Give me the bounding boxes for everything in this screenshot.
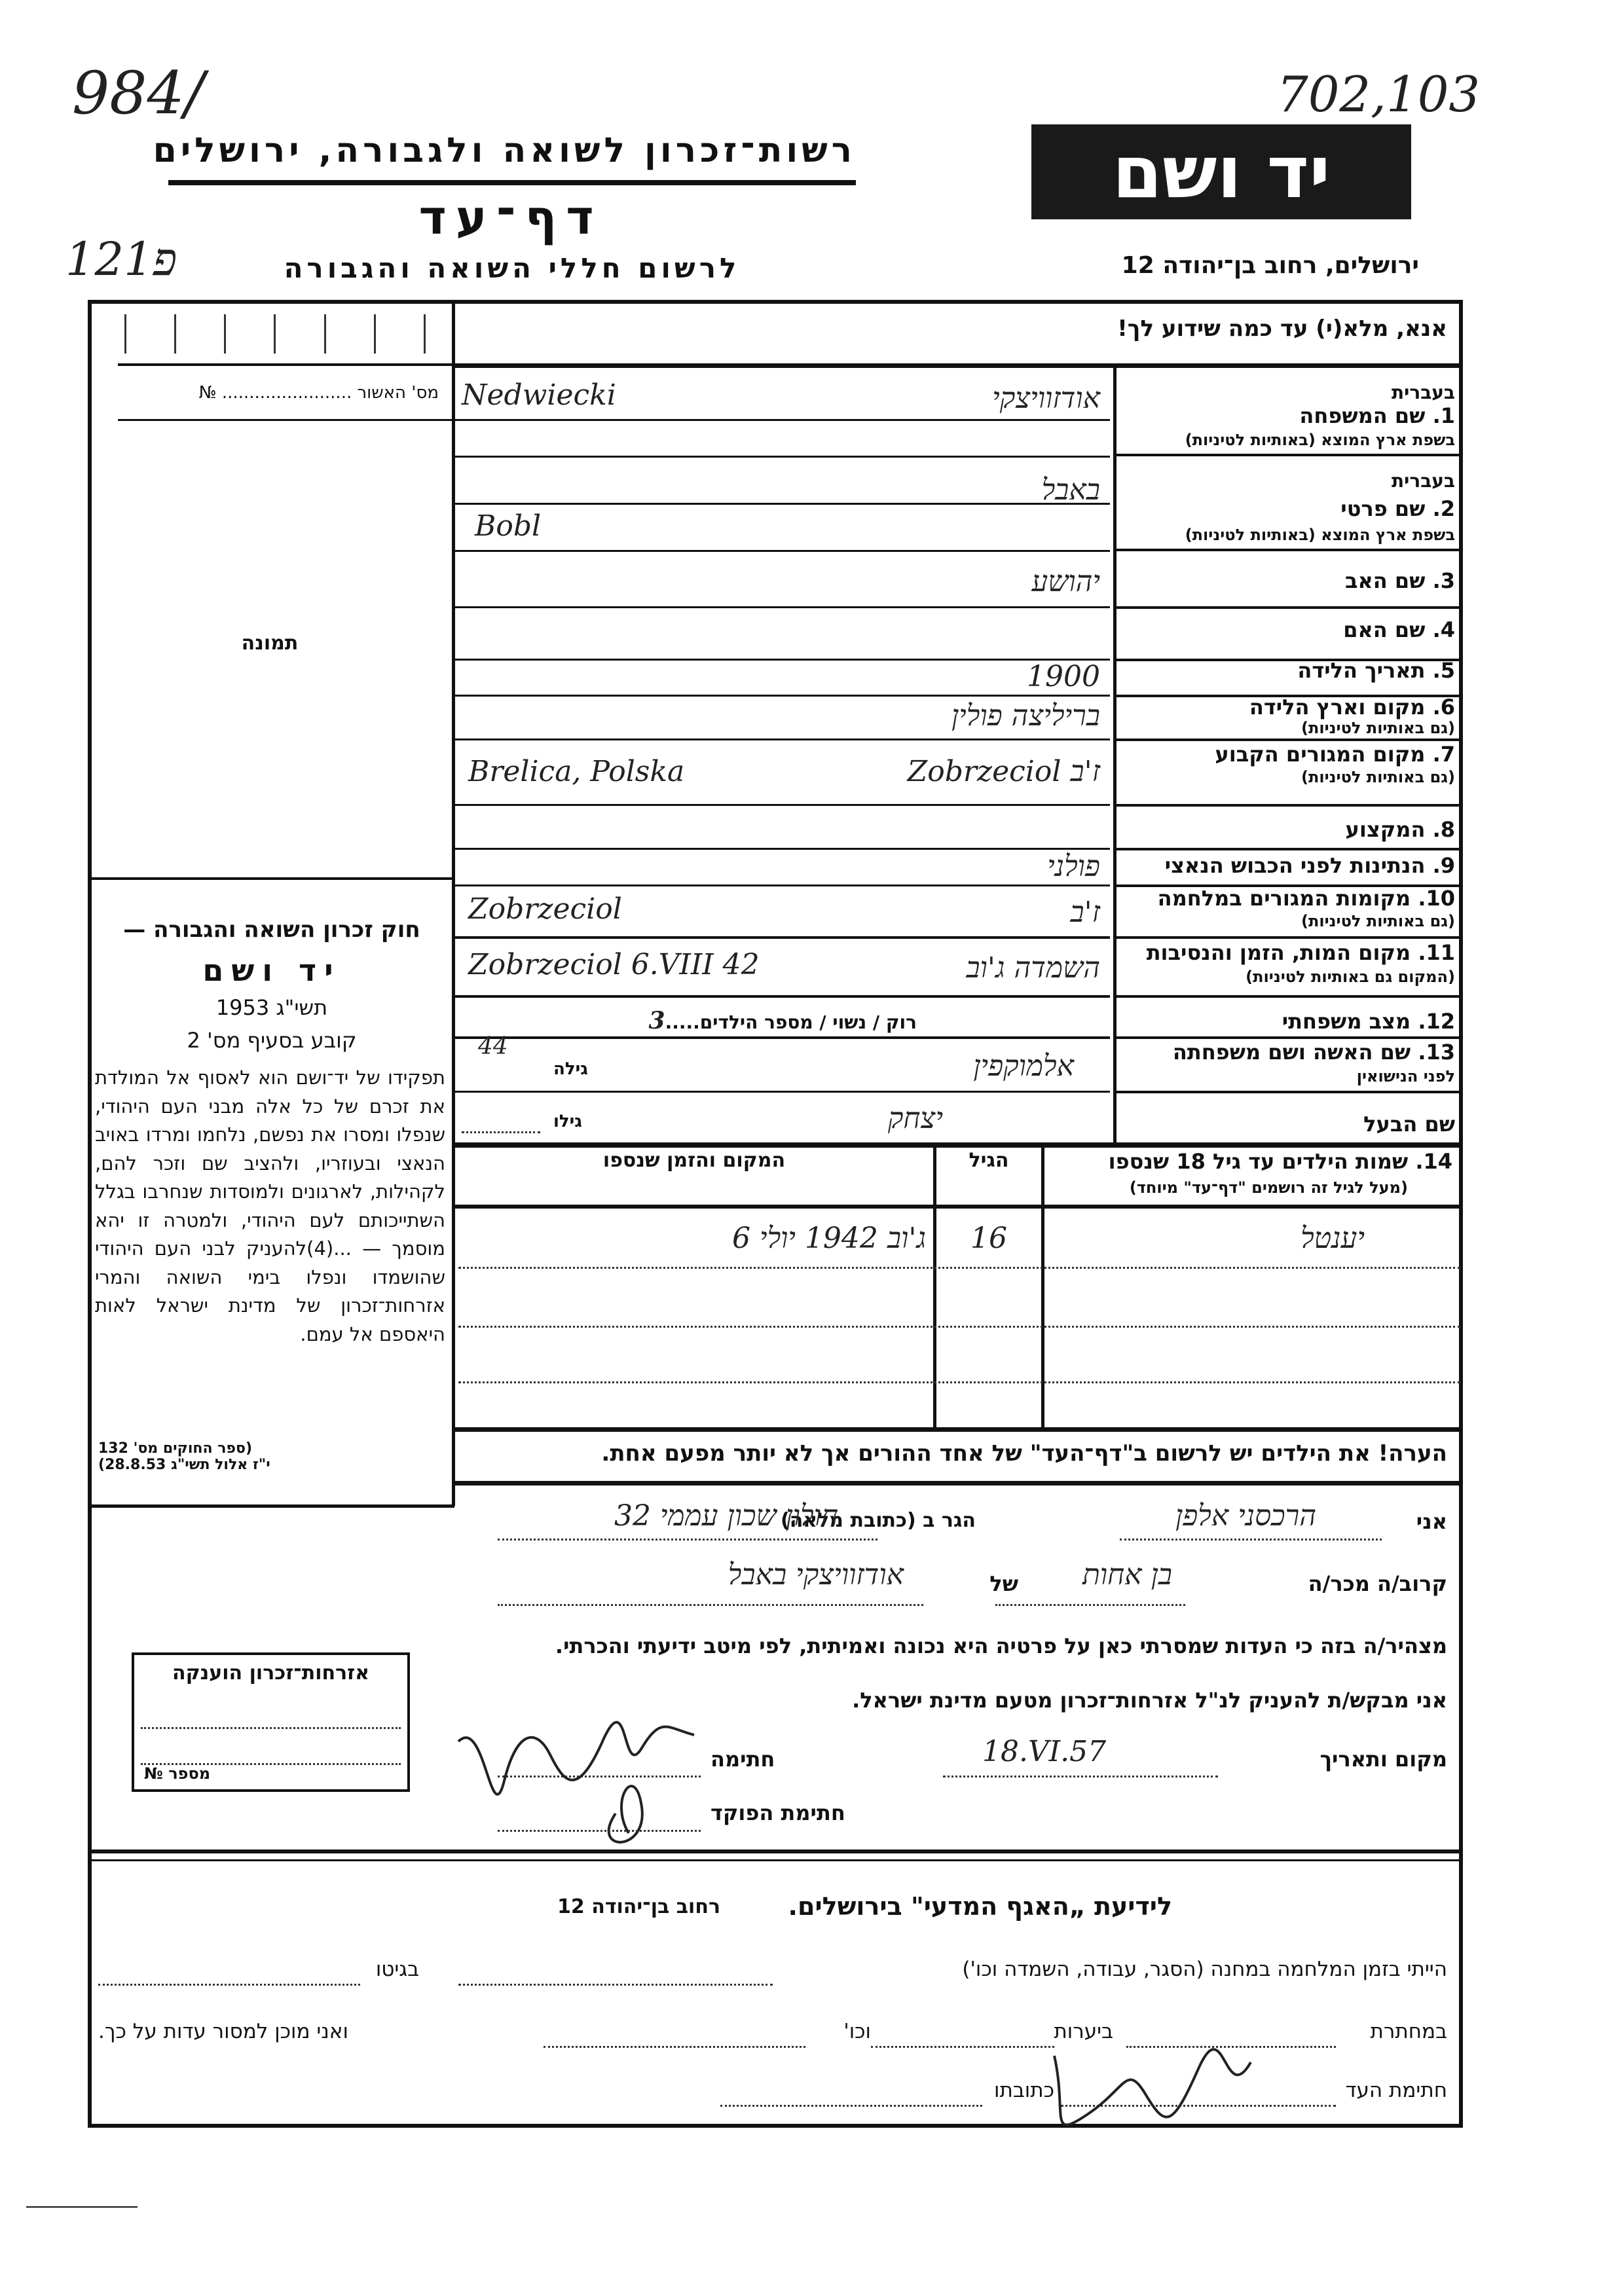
age-header: הגיל bbox=[969, 1149, 1009, 1172]
etc-label: וכו' bbox=[843, 2020, 871, 2043]
residence[interactable]: Zobrzeciol ז'ב bbox=[907, 755, 1100, 788]
law-text: תפקידו של יד־ושם הוא לאסוף אל המולדת את … bbox=[95, 1066, 445, 1345]
value-column: Nedwiecki אודזוויצקי באבל Bobl יהושע 190… bbox=[455, 365, 1113, 1144]
child-place[interactable]: ג'וב 1942 יולי 6 bbox=[732, 1222, 926, 1255]
camp-label: הייתי בזמן המלחמה במחנה (הסגר, עבודה, הש… bbox=[962, 1958, 1447, 1981]
instruction: אנא, מלא(י) עד כמה שידוע לך! bbox=[1117, 316, 1447, 342]
handwritten-annotation: 121פ bbox=[65, 232, 177, 286]
relation[interactable]: בן אחות bbox=[1082, 1558, 1172, 1592]
label-column: בעברית 1. שם המשפחה בשפת ארץ המוצא (באות… bbox=[1113, 365, 1463, 1144]
nationality[interactable]: פולני bbox=[1047, 850, 1100, 883]
yad-vashem-logo: יד ושם bbox=[1031, 124, 1411, 219]
form-frame bbox=[88, 300, 1463, 2128]
page-title: דף־עד bbox=[418, 190, 603, 245]
child-age[interactable]: 16 bbox=[970, 1222, 1007, 1255]
note: הערה! את הילדים יש לרשום ב"דף־העד" של אח… bbox=[601, 1440, 1447, 1467]
first-name-latin[interactable]: Bobl bbox=[475, 509, 542, 543]
law-title: חוק זכרון השואה והגבורה — bbox=[123, 917, 420, 943]
divider bbox=[168, 180, 856, 185]
law-reference: (ספר החוקים מס' 132 י"ז אלול תשי"ג 28.8.5… bbox=[98, 1440, 270, 1473]
law-name: יד ושם bbox=[202, 953, 341, 988]
residence-latin[interactable]: Brelica, Polska bbox=[468, 755, 685, 788]
husband-age-label: גילו bbox=[553, 1112, 582, 1131]
witness-signature bbox=[457, 1721, 695, 1844]
relative-label: קרוב/ה מכר/ה bbox=[1308, 1571, 1447, 1596]
place-date-label: מקום ותאריך bbox=[1320, 1747, 1447, 1772]
forests-label: ביערות bbox=[1054, 2020, 1113, 2043]
of-label: של bbox=[989, 1571, 1018, 1596]
barcode-ticks bbox=[124, 314, 426, 354]
place-header: המקום והזמן שנספו bbox=[602, 1149, 786, 1172]
law-year: תשי"ג 1953 bbox=[215, 995, 328, 1020]
children-label: 14. שמות הילדים עד גיל 18 שנספו bbox=[1108, 1149, 1452, 1174]
divider bbox=[455, 1205, 1463, 1209]
wife-age-label: גילה bbox=[553, 1059, 588, 1079]
citizenship-request: אני מבקש/ת להעניק לנ"ל אזרחות־זכרון מטעם… bbox=[852, 1688, 1447, 1713]
divider bbox=[452, 1427, 1463, 1432]
label-column-divider bbox=[1113, 365, 1116, 1144]
family-name-hebrew[interactable]: אודזוויצקי bbox=[992, 382, 1100, 415]
divider bbox=[92, 877, 452, 880]
law-clause: קובע בסעיף מס' 2 bbox=[187, 1028, 357, 1053]
children-sub: (מעל לגיל זה רושמים "דף־עד" מיוחד) bbox=[1129, 1178, 1408, 1197]
ready-to-testify: ואני מוכן למסור עדות על כך. bbox=[98, 2020, 348, 2043]
birth-date[interactable]: 1900 bbox=[1027, 660, 1100, 693]
approval-number-field[interactable]: מס' האשור ........................ № bbox=[198, 383, 439, 403]
scan-mark bbox=[26, 2206, 138, 2208]
relative-of-name[interactable]: אודזוויצקי באבל bbox=[728, 1558, 904, 1592]
divider bbox=[452, 363, 1463, 368]
left-column-divider bbox=[452, 300, 455, 1506]
scientific-dept-address: רחוב בן־יהודה 12 bbox=[557, 1895, 720, 1918]
wife-name[interactable]: אלמוקפין bbox=[973, 1049, 1074, 1083]
handwritten-annotation: 984/ bbox=[72, 59, 205, 128]
divider bbox=[452, 1142, 1463, 1148]
witness-name[interactable]: הרכסני אלפן bbox=[1175, 1499, 1316, 1533]
birth-place[interactable]: בריליצה פולין bbox=[951, 699, 1100, 733]
address: ירושלים, רחוב בן־יהודה 12 bbox=[1121, 252, 1419, 279]
testimony-date[interactable]: 18.VI.57 bbox=[982, 1735, 1107, 1768]
family-name-latin[interactable]: Nedwiecki bbox=[462, 378, 616, 412]
divider bbox=[118, 419, 452, 421]
death-place-latin[interactable]: Zobrzeciol 6.VIII 42 bbox=[468, 948, 760, 981]
authority-name: רשות־זכרון לשואה ולגבורה, ירושלים bbox=[153, 131, 856, 170]
photo-placeholder: תמונה bbox=[241, 632, 299, 655]
divider bbox=[88, 1850, 1463, 1853]
lives-label: הגר ב (כתובת מלאה) bbox=[780, 1509, 976, 1532]
underground-label: במחתרת bbox=[1370, 2020, 1447, 2043]
i-label: אני bbox=[1416, 1509, 1447, 1534]
divider bbox=[118, 363, 452, 366]
declaration: מצהיר/ה בזה כי העדות שמסרתי כאן על פרטיה… bbox=[555, 1633, 1447, 1658]
divider bbox=[933, 1142, 936, 1427]
marital-status[interactable]: רוק / נשוי / מספר הילדים.....3 bbox=[648, 1007, 917, 1034]
child-name[interactable]: יענטל bbox=[1301, 1222, 1365, 1255]
wartime-residence[interactable]: ז'ב bbox=[1070, 896, 1100, 929]
address-label: כתובתו bbox=[994, 2079, 1054, 2102]
page-subtitle: לרשום חללי השואה והגבורה bbox=[284, 252, 741, 284]
child-row[interactable]: יענטל 16 ג'וב 1942 יולי 6 bbox=[455, 1209, 1463, 1267]
divider bbox=[1041, 1142, 1044, 1427]
scientific-dept-title: לידיעת „האגף המדעי" בירושלים. bbox=[788, 1892, 1172, 1921]
official-signature-label: חתימת הפוקד bbox=[710, 1800, 845, 1825]
husband-name[interactable]: יצחק bbox=[887, 1102, 943, 1135]
witness-address[interactable]: חולון שכון עממי 32 bbox=[614, 1499, 838, 1533]
signature-label: חתימה bbox=[710, 1747, 775, 1772]
divider bbox=[88, 1859, 1463, 1861]
ghetto-label: בגיטו bbox=[375, 1958, 419, 1981]
witness-signature-label: חתימת העד bbox=[1345, 2079, 1447, 2102]
handwritten-annotation: 702,103 bbox=[1277, 65, 1481, 123]
divider bbox=[88, 1504, 454, 1508]
wartime-residence-latin[interactable]: Zobrzeciol bbox=[468, 892, 622, 926]
wife-age[interactable]: 44 bbox=[478, 1033, 508, 1060]
divider bbox=[452, 1481, 1463, 1485]
witness-signature-bottom bbox=[1053, 2048, 1252, 2126]
citizenship-box: אזרחות־זכרון הוענקה מספר № bbox=[132, 1652, 410, 1792]
first-name-hebrew[interactable]: באבל bbox=[1041, 473, 1100, 507]
father-name[interactable]: יהושע bbox=[1031, 565, 1100, 598]
death-circumstances[interactable]: השמדה ג'וב bbox=[966, 951, 1100, 985]
